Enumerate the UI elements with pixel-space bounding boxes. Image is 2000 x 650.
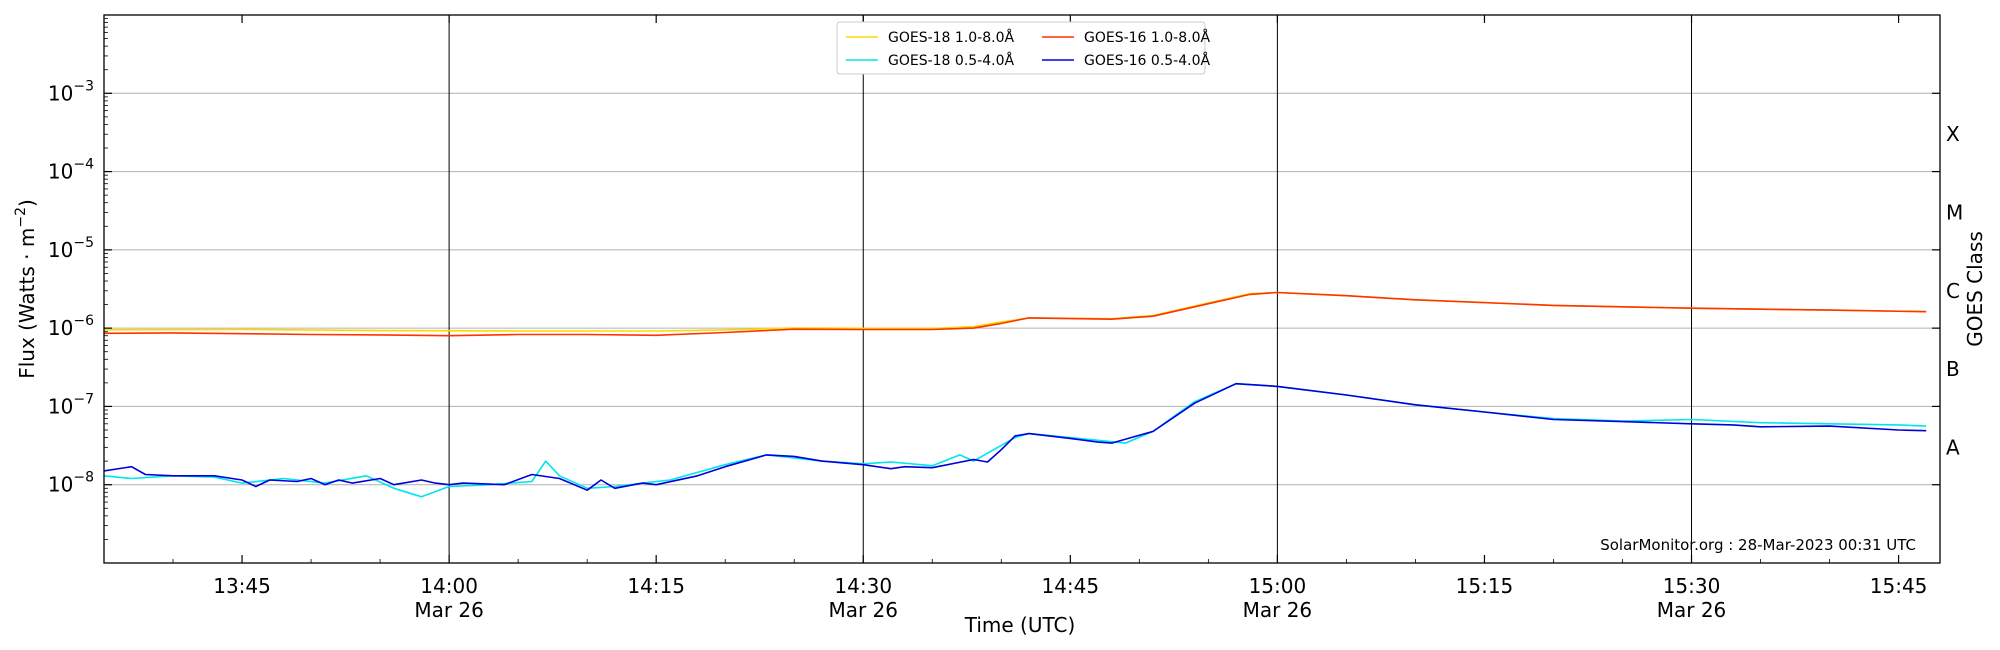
legend: GOES-18 1.0-8.0Å GOES-18 0.5-4.0Å GOES-16 …	[836, 21, 1210, 75]
y-tick-exp: −8	[73, 470, 94, 486]
x-tick-label: 15:30	[1663, 574, 1721, 598]
y-tick-exp: −6	[73, 313, 94, 329]
y-tick-label: 10−6	[48, 313, 94, 340]
y-tick-base: 10	[48, 81, 73, 105]
y-axis-title-main: Flux (Watts · m	[15, 228, 39, 379]
right-axis-title: GOES Class	[1963, 231, 1987, 347]
x-tick-label: 14:00	[420, 574, 478, 598]
goes-class-label: B	[1946, 357, 1960, 381]
y-tick-exp: −5	[73, 235, 94, 251]
y-tick-base: 10	[48, 473, 73, 497]
y-tick-exp: −3	[73, 78, 94, 94]
x-tick-label: 15:00	[1249, 574, 1307, 598]
goes-class-label: M	[1946, 201, 1963, 225]
legend-label: GOES-16 0.5-4.0Å	[1084, 52, 1210, 69]
x-tick-date: Mar 26	[1657, 598, 1727, 622]
x-tick-label: 14:45	[1041, 574, 1099, 598]
legend-label: GOES-18 1.0-8.0Å	[888, 29, 1014, 46]
y-tick-label: 10−8	[48, 470, 94, 497]
x-tick-date: Mar 26	[414, 598, 484, 622]
y-axis-title-exp: −2	[13, 207, 29, 228]
x-axis-title: Time (UTC)	[964, 613, 1076, 637]
grid-lines	[104, 92, 1940, 486]
y-axis-ticks: 10−810−710−610−510−410−3	[48, 18, 1940, 540]
x-tick-label: 15:15	[1456, 574, 1514, 598]
legend-box	[836, 21, 1206, 75]
y-tick-base: 10	[48, 316, 73, 340]
series-line-3	[103, 382, 1927, 491]
y-axis-title-close: )	[15, 199, 39, 207]
x-tick-date: Mar 26	[828, 598, 898, 622]
y-tick-base: 10	[48, 160, 73, 184]
y-tick-exp: −4	[73, 157, 94, 173]
x-tick-label: 14:15	[627, 574, 685, 598]
series-line-2	[103, 291, 1927, 337]
goes-class-label: A	[1946, 435, 1960, 459]
series-line-1	[103, 382, 1927, 498]
y-tick-base: 10	[48, 394, 73, 418]
x-tick-label: 13:45	[213, 574, 271, 598]
time-marker-lines	[448, 15, 1693, 563]
series-line-0	[103, 291, 1927, 332]
y-tick-exp: −7	[73, 391, 94, 407]
goes-class-label: X	[1946, 122, 1960, 146]
plot-frame	[103, 14, 1941, 564]
legend-label: GOES-16 1.0-8.0Å	[1084, 29, 1210, 46]
goes-class-label: C	[1946, 279, 1960, 303]
y-axis-title: Flux (Watts · m−2)	[13, 199, 39, 379]
y-tick-base: 10	[48, 238, 73, 262]
x-tick-date: Mar 26	[1243, 598, 1313, 622]
flux-series	[103, 291, 1927, 498]
legend-label: GOES-18 0.5-4.0Å	[888, 52, 1014, 69]
x-tick-label: 14:30	[834, 574, 892, 598]
y-tick-label: 10−7	[48, 391, 94, 418]
watermark-text: SolarMonitor.org : 28-Mar-2023 00:31 UTC	[1600, 536, 1916, 554]
y-tick-label: 10−5	[48, 235, 94, 262]
x-tick-label: 15:45	[1870, 574, 1928, 598]
goes-class-labels: X M C B A	[1946, 122, 1963, 459]
y-tick-label: 10−4	[48, 157, 94, 184]
y-tick-label: 10−3	[48, 78, 94, 105]
